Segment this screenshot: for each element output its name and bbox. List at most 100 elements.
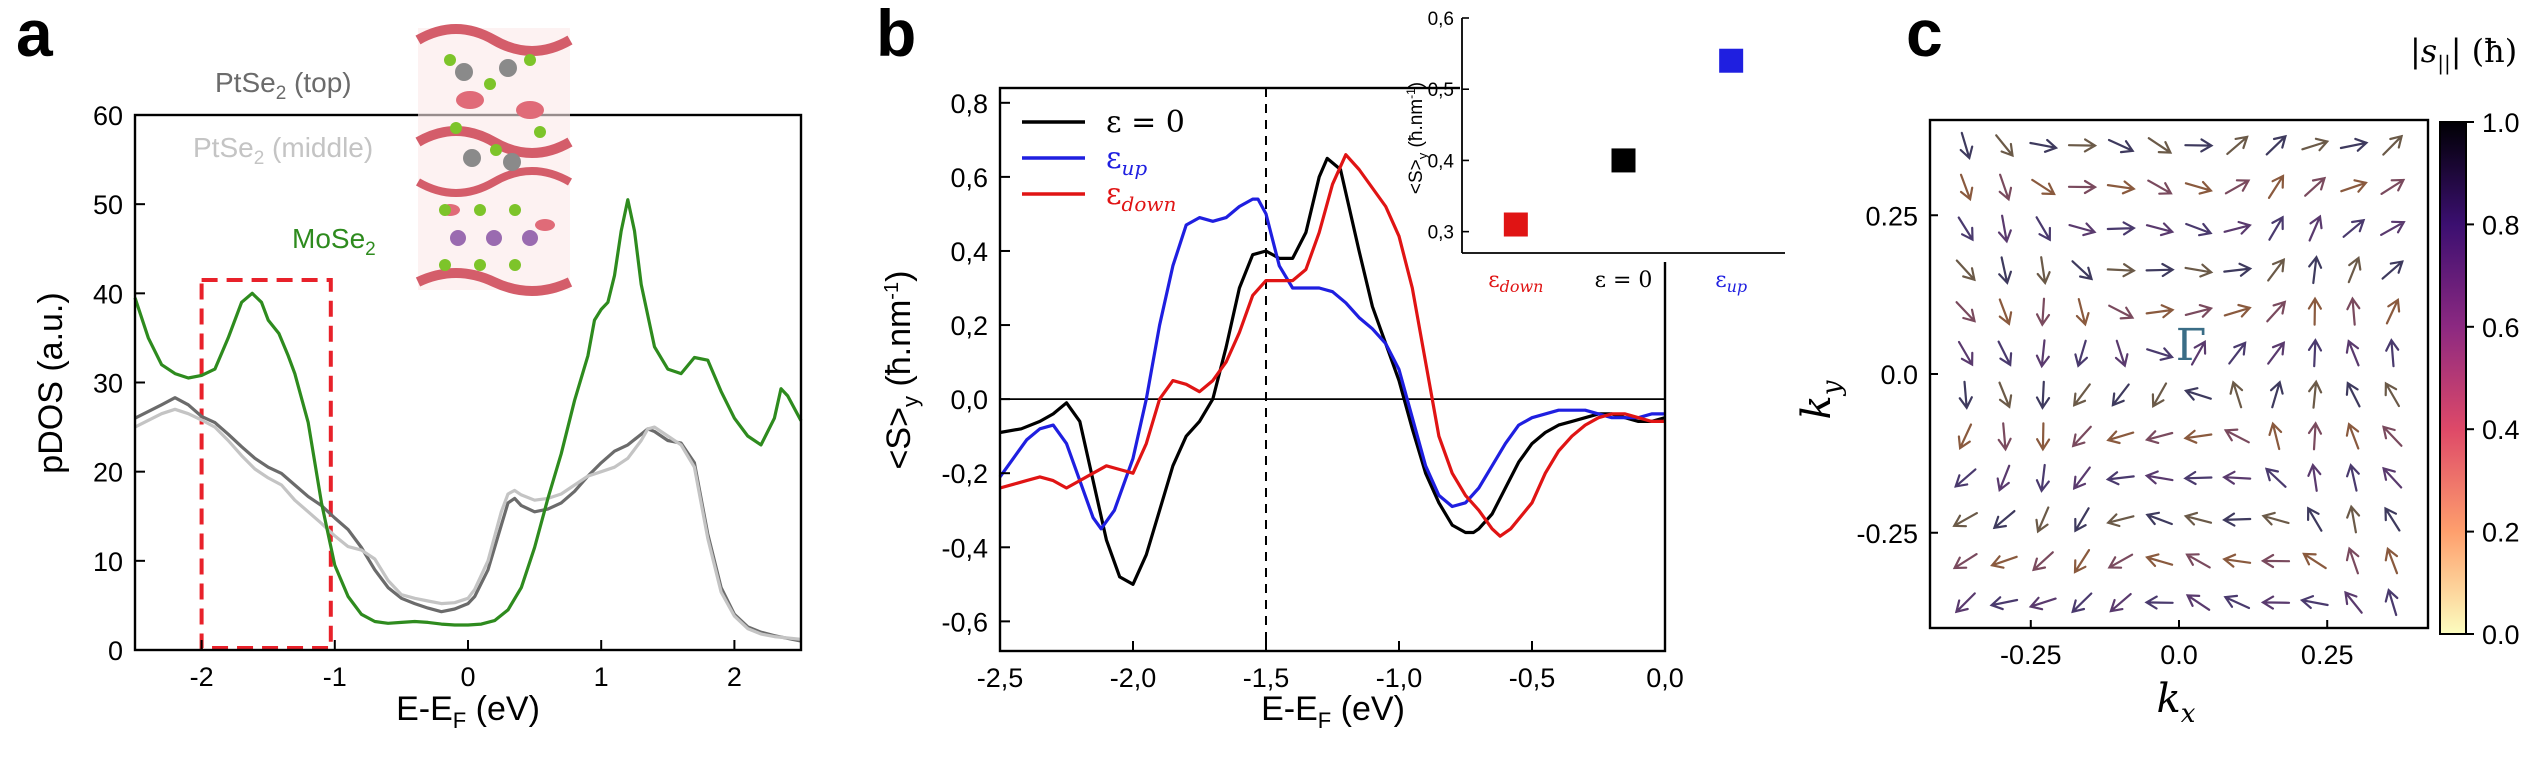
spin-arrow [2108, 304, 2135, 320]
spin-arrow [1996, 464, 2011, 492]
spin-arrow [2380, 178, 2406, 195]
spin-arrow [2031, 178, 2056, 196]
panel-letter-c: c [1906, 0, 1943, 70]
crystal-structure-image [415, 24, 573, 296]
colorbar-tick-label: 1.0 [2482, 108, 2520, 138]
x-tick-label: -2,0 [1110, 663, 1157, 693]
panel-b-axes-frame [998, 86, 1667, 653]
panel-b-inset-chart: 0,3 0,4 0,5 0,6 εdown ε = 0 εup <S>y (ħ.nm-1) [1404, 9, 1790, 296]
spin-arrow [1992, 510, 2016, 530]
spin-arrow [2301, 137, 2330, 152]
y-tick-label: 0,4 [950, 237, 988, 267]
spin-arrow [2145, 553, 2174, 567]
x-tick-label: -2,5 [977, 663, 1024, 693]
x-tick-label: -1 [323, 662, 347, 692]
spin-arrow [2308, 255, 2323, 285]
spin-arrow [2223, 220, 2252, 235]
inset-y-tick-label: 0,6 [1428, 9, 1454, 30]
spin-arrow [2106, 430, 2135, 445]
y-tick-label: 0.25 [1865, 201, 1918, 231]
spin-arrow [2075, 298, 2090, 327]
y-tick-label: 10 [93, 547, 123, 577]
spin-arrow [2346, 296, 2361, 326]
label-ptse2-middle: PtSe2 (middle) [193, 132, 373, 169]
spin-arrow [2184, 263, 2214, 278]
spin-arrow [1954, 592, 1976, 614]
spin-arrow [2267, 174, 2285, 199]
spin-arrow [2382, 425, 2403, 447]
spin-arrow [1998, 256, 2012, 285]
y-tick-label: 40 [93, 279, 123, 309]
spin-arrow [2382, 466, 2403, 489]
spin-arrow [2144, 430, 2174, 444]
spin-arrow [2146, 347, 2175, 361]
y-tick-label: 60 [93, 101, 123, 131]
spin-arrow [2145, 304, 2175, 319]
colorbar-tick-label: 0.2 [2482, 518, 2520, 548]
spin-arrow [2147, 179, 2173, 195]
spin-arrow [2035, 380, 2051, 410]
panel-letter-b: b [876, 0, 916, 70]
spin-arrow [1997, 422, 2012, 452]
spin-arrow [2036, 422, 2051, 452]
spin-arrow [2036, 256, 2051, 285]
y-tick-label: 0,8 [950, 89, 988, 119]
panel-b-spin-chart: -2,5 -2,0 -1,5 -1,0 -0,5 0,0 -0,6 -0,4 -0,2 0,0 0… [880, 9, 1790, 733]
legend-label-1: εup [1106, 141, 1147, 180]
highlight-dashed-box [199, 277, 333, 650]
line-series-2 [133, 198, 803, 627]
x-tick-label: 0,0 [1646, 663, 1684, 693]
inset-y-tick-label: 0,4 [1428, 151, 1455, 172]
spin-arrow [2111, 383, 2130, 407]
spin-arrow [2183, 511, 2213, 526]
spin-arrow [2185, 553, 2211, 569]
spin-arrow [2268, 215, 2284, 241]
x-tick-label: 0 [460, 662, 475, 692]
spin-arrow [2145, 222, 2175, 237]
legend-label-2: εdown [1106, 177, 1176, 216]
colorbar-label: |s||| (ħ) [2410, 32, 2517, 76]
x-tick-label: -1,5 [1243, 663, 1290, 693]
spin-arrow [2261, 511, 2290, 526]
inset-x-label-0: εdown [1488, 268, 1543, 296]
spin-arrow [2308, 379, 2323, 409]
spin-arrow [2385, 297, 2401, 325]
spin-arrow [1955, 301, 1976, 323]
panel-c-spin-texture: -0.25 0.0 0.25 -0.25 0.0 0.25 Γ kx ky 0.0 0.2… [1794, 32, 2520, 729]
spin-arrow [2223, 428, 2250, 444]
spin-arrow [2307, 421, 2323, 451]
spin-arrow [2222, 470, 2252, 485]
y-tick-label: 0,2 [950, 311, 988, 341]
spin-arrow [2384, 546, 2399, 575]
spin-arrow [2265, 134, 2287, 156]
spin-arrow [2224, 179, 2251, 195]
panel-a-pdos-chart: -2 -1 0 1 2 0 10 20 30 40 50 60 E-EF (eV) pDOS (a.… [32, 24, 803, 733]
spin-arrow [1989, 596, 2019, 611]
colorbar-tick-label: 0.0 [2482, 620, 2520, 650]
line-series-1 [134, 407, 802, 641]
spin-arrow [2264, 467, 2287, 488]
spin-arrow [2345, 339, 2360, 367]
spin-arrow [2074, 339, 2088, 368]
x-tick-label: 0.25 [2301, 640, 2354, 670]
spin-arrow [2183, 387, 2212, 401]
x-tick-label: -2 [190, 662, 214, 692]
spin-arrow [2068, 222, 2097, 237]
spin-arrow [2340, 179, 2368, 193]
spin-arrow [2268, 421, 2283, 451]
panel-b-x-axis-label: E-EF (eV) [1261, 690, 1405, 733]
spin-arrow [1957, 423, 1973, 451]
line-series-0 [134, 396, 802, 643]
spin-arrow [1998, 298, 2013, 326]
spin-arrow [2347, 256, 2362, 284]
spin-arrow [2106, 513, 2135, 528]
spin-arrow [2384, 381, 2400, 408]
spin-arrow [2145, 511, 2173, 526]
spin-arrow [2035, 339, 2050, 369]
inset-point-1 [1611, 148, 1636, 173]
spin-arrow [2109, 593, 2132, 613]
spin-arrow [2107, 138, 2135, 154]
spin-arrow [2381, 260, 2404, 280]
spin-arrow [1998, 173, 2013, 202]
